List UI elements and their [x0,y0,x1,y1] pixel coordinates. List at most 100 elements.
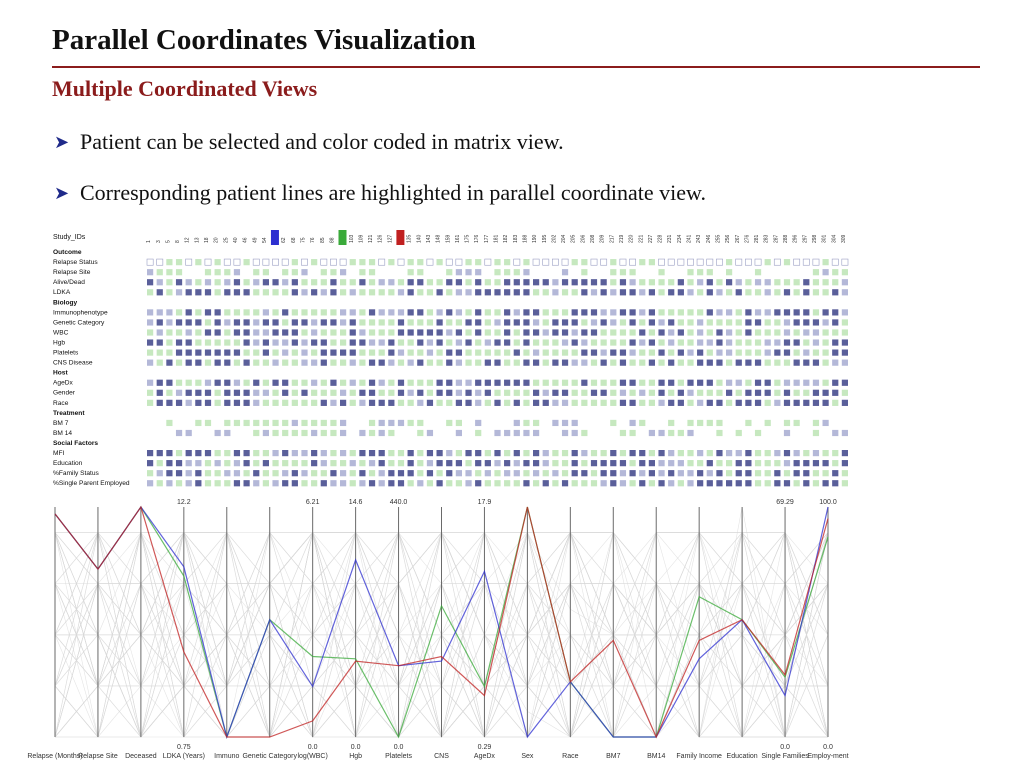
matrix-cell [726,319,733,326]
matrix-cell [349,389,356,396]
study-id-label: 68 [291,237,297,243]
matrix-cell [378,309,385,316]
matrix-cell [697,359,704,366]
matrix-cell [465,399,472,406]
matrix-cell [648,259,655,266]
matrix-cell [783,470,791,477]
matrix-cell [291,399,298,406]
matrix-cell [455,269,462,276]
matrix-cell [426,349,434,356]
matrix-cell [446,480,453,487]
matrix-cell [639,480,646,487]
matrix-cell [359,349,366,356]
matrix-cell [803,480,810,487]
matrix-cell [571,480,578,487]
matrix-cell [677,379,684,386]
matrix-cell [639,450,646,457]
study-id-label: 12 [185,237,191,243]
matrix-cell [716,480,723,487]
matrix-cell [388,259,395,266]
matrix-cell [253,429,260,437]
matrix-cell [552,319,559,326]
matrix-cell [388,470,395,477]
matrix-cell [523,379,530,386]
matrix-cell [301,258,308,266]
matrix-cell [542,389,549,396]
matrix-cell [484,379,491,386]
matrix-cell [282,339,289,346]
matrix-cell [262,450,269,457]
matrix-cell [812,258,820,266]
matrix-cell [436,259,443,266]
matrix-cell [803,309,810,316]
matrix-cell [484,460,491,467]
matrix-cell [426,289,434,296]
matrix-cell [436,279,443,286]
matrix-cell [754,460,762,467]
axis-label: BM7 [606,753,621,760]
matrix-cell [397,359,405,366]
matrix-cell [504,450,511,457]
matrix-cell [504,429,511,437]
matrix-cell [282,319,289,326]
matrix-cell [687,460,694,467]
matrix-cell [224,279,231,286]
matrix-cell [417,450,424,457]
matrix-cell [475,259,482,266]
matrix-cell [311,379,318,386]
matrix-cell [783,389,791,396]
matrix-cell [600,470,607,477]
matrix-cell [204,349,212,356]
matrix-cell [224,450,231,457]
matrix-cell [272,450,279,457]
matrix-cell [494,470,501,477]
matrix-cell [561,419,569,427]
matrix-cell [455,480,462,487]
matrix-cell [282,309,289,316]
matrix-cell [166,379,173,386]
matrix-cell [639,460,646,467]
matrix-cell [629,460,636,467]
axis-label: CNS [434,753,449,760]
matrix-cell [803,470,810,477]
matrix-cell [610,389,617,396]
matrix-cell [368,359,376,366]
matrix-cell [716,279,723,286]
matrix-cell [610,470,617,477]
matrix-cell [214,279,221,286]
matrix-cell [619,460,627,467]
matrix-cell [378,450,385,457]
matrix-cell [204,460,212,467]
matrix-cell [581,339,588,346]
matrix-cell [175,319,183,326]
matrix-cell [523,339,530,346]
matrix-cell [610,269,617,276]
matrix-cell [340,470,347,477]
matrix-cell [166,470,173,477]
matrix-cell [658,349,665,356]
matrix-cell [311,319,318,326]
matrix-cell [291,470,298,477]
matrix-cell [610,279,617,286]
study-id-label: 217 [609,234,615,243]
matrix-cell [754,399,762,406]
matrix-cell [282,480,289,487]
matrix-cell [726,379,733,386]
matrix-cell [764,419,771,427]
matrix-cell [156,319,163,326]
matrix-cell [648,289,655,296]
matrix-cell [687,269,694,276]
matrix-cell [407,460,414,467]
matrix-cell [388,429,395,437]
matrix-cell [262,339,269,346]
matrix-cell [156,450,163,457]
matrix-cell [349,319,356,326]
matrix-cell [340,419,347,427]
matrix-cell [214,429,221,437]
matrix-cell [397,309,405,316]
matrix-cell [764,279,771,286]
matrix-cell [494,429,501,437]
matrix-cell [542,359,549,366]
matrix-cell [735,339,742,346]
matrix-cell [571,450,578,457]
